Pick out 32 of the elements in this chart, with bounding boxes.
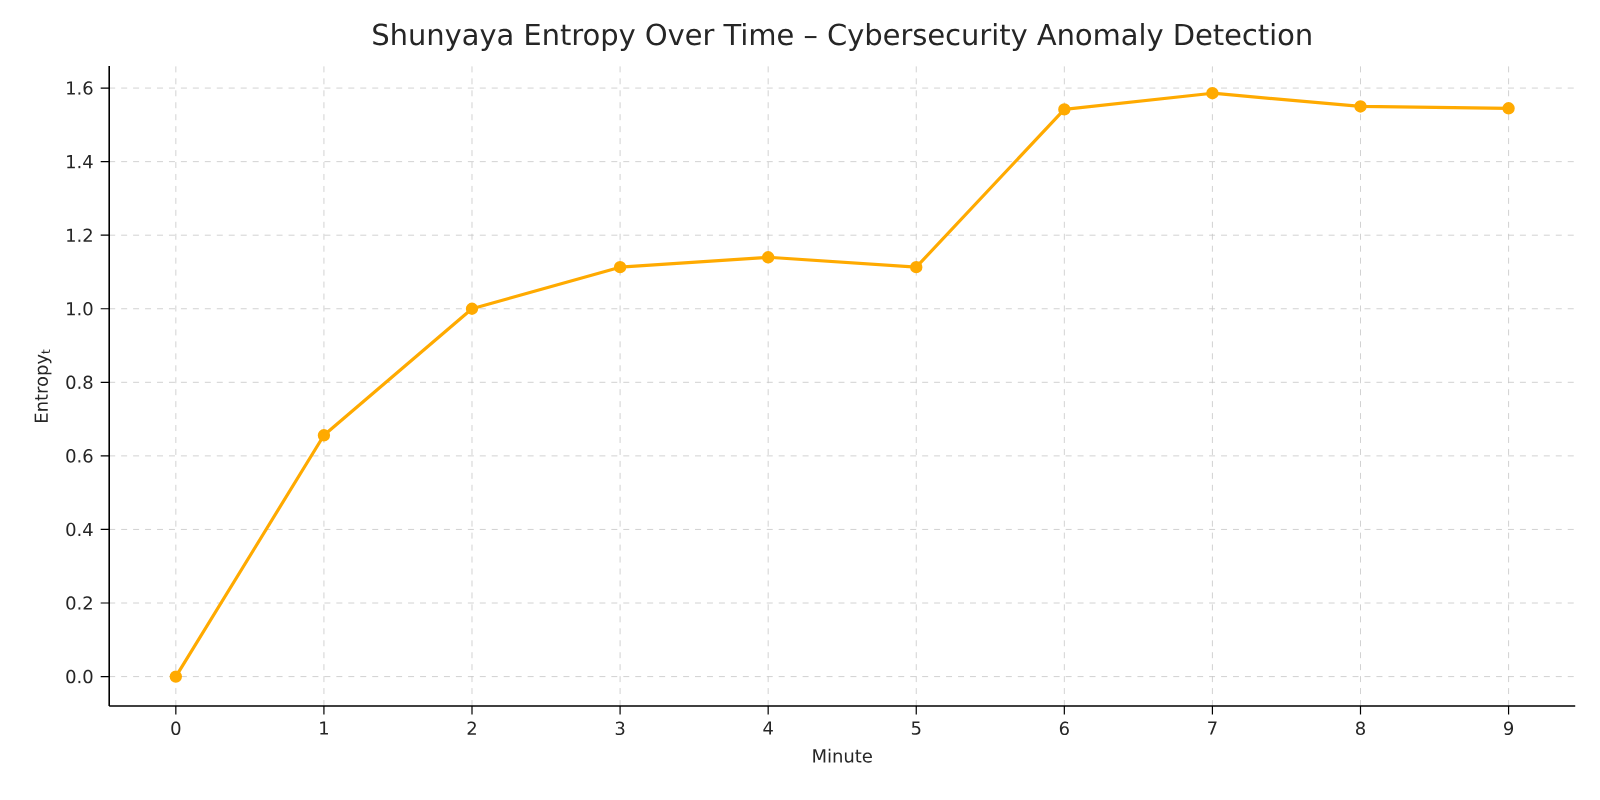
y-tick-label: 0.0 [66,669,93,684]
x-tick-label: 0 [171,721,181,736]
y-tick-label: 0.6 [66,449,93,463]
y-tick-label: 0.8 [66,375,93,390]
point [1206,87,1219,100]
point [613,261,627,274]
point [317,429,331,442]
x-tick-label: 6 [1059,721,1069,736]
point [1058,103,1071,116]
x-tick-label: 9 [1504,721,1514,736]
chart-title: Shunyaya Entropy Over Time – Cybersecurity Anomaly Detection [373,23,1311,51]
point [1354,100,1367,113]
y-tick-label: 1.0 [67,301,93,316]
y-tick-label: 1.4 [67,155,93,169]
x-tick-label: 3 [615,721,625,736]
x-tick-label: 2 [467,721,476,735]
x-tick-label: 7 [1208,721,1217,735]
point [465,302,479,315]
x-tick-label: 8 [1356,721,1365,736]
x-tick-label: 5 [911,721,921,735]
y-axis-title: Entropy$_{t}$ [34,349,52,422]
x-tick-label: 4 [763,721,773,735]
point [910,261,923,274]
point [169,670,183,683]
y-tick-label: 0.2 [66,596,92,610]
y-tick-label: 1.6 [67,81,93,95]
x-axis-title: Minute [813,748,872,763]
y-tick-label: 0.4 [66,522,93,537]
x-tick-label: 1 [320,721,328,735]
point [1502,102,1515,115]
point [761,251,775,264]
y-tick-label: 1.2 [67,228,92,242]
